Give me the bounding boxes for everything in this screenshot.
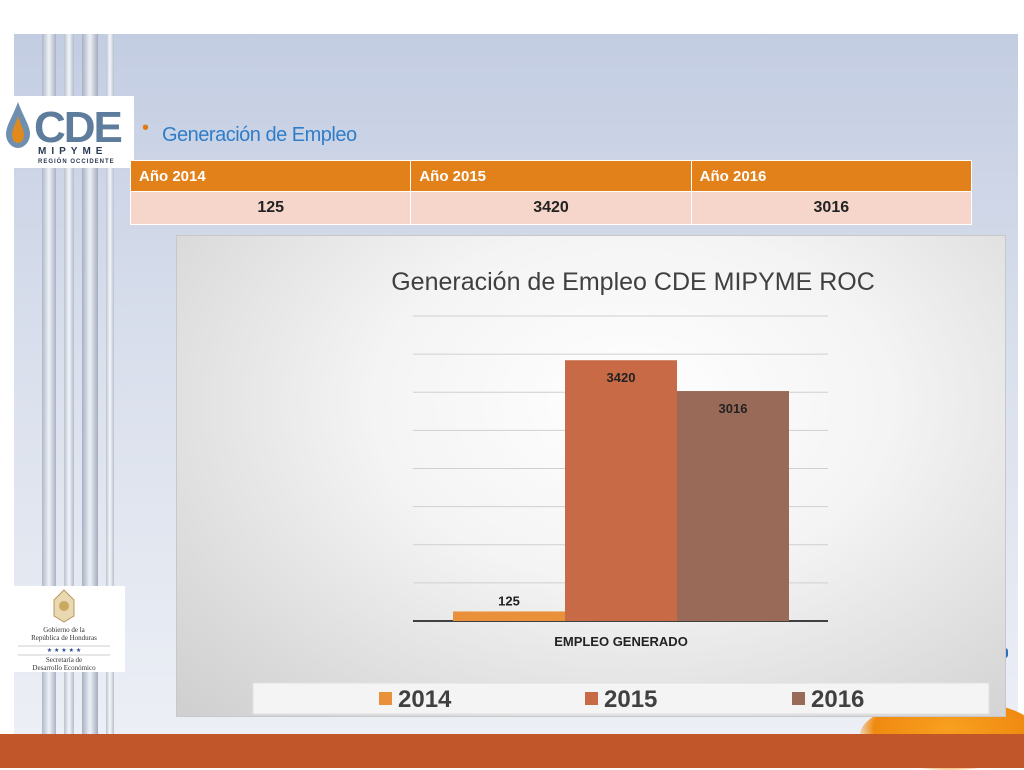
table-cell: 3420	[410, 191, 692, 225]
legend-swatch	[792, 692, 805, 705]
logo-region-text: REGIÓN OCCIDENTE	[38, 157, 115, 165]
table-cell: 125	[129, 191, 412, 225]
gov-stars: ★ ★ ★ ★ ★	[47, 647, 82, 654]
table-header-cell: Año 2014	[129, 160, 412, 192]
decor-stripe	[42, 34, 56, 734]
table-cell: 3016	[690, 191, 973, 225]
decor-stripe	[64, 34, 74, 734]
gov-line1: Gobierno de la	[43, 626, 85, 634]
x-tick-label: EMPLEO GENERADO	[554, 634, 688, 649]
coat-of-arms-icon	[53, 589, 75, 623]
gobierno-honduras-logo: Gobierno de la República de Honduras ★ ★…	[4, 586, 125, 672]
bullet-icon: •	[142, 117, 150, 139]
employment-table: Año 2014 Año 2015 Año 2016 125 3420 3016	[129, 160, 973, 225]
chart-container: Generación de Empleo CDE MIPYME ROC 125 34…	[176, 235, 1006, 717]
bar-2016	[677, 391, 789, 621]
table-row: 125 3420 3016	[129, 191, 973, 225]
data-label: 125	[498, 593, 520, 608]
decor-stripe	[106, 34, 114, 734]
gov-line2: República de Honduras	[31, 634, 97, 642]
table-header-row: Año 2014 Año 2015 Año 2016	[129, 160, 973, 192]
slide-title: Generación de Empleo	[162, 124, 357, 146]
legend-swatch	[585, 692, 598, 705]
gov-line4: Desarrollo Económico	[32, 664, 96, 672]
data-label: 3420	[607, 370, 636, 385]
legend-label: 2015	[604, 686, 657, 713]
left-margin	[0, 34, 14, 734]
legend-label: 2016	[811, 686, 864, 713]
drop-icon	[6, 102, 30, 148]
footer-bar	[0, 734, 1024, 768]
data-label: 3016	[719, 401, 748, 416]
chart-title: Generación de Empleo CDE MIPYME ROC	[391, 268, 875, 296]
legend-box	[252, 682, 990, 715]
right-margin	[1018, 34, 1024, 734]
bar-2014	[453, 611, 565, 621]
logo-mipyme-text: MIPYME	[38, 146, 107, 157]
legend-label: 2014	[398, 686, 452, 713]
bar-2015	[565, 360, 677, 621]
legend-swatch	[379, 692, 392, 705]
decor-stripe	[82, 34, 98, 734]
logo-cde-text: CDE	[34, 103, 122, 152]
table-header-cell: Año 2016	[690, 160, 973, 192]
bar-chart: Generación de Empleo CDE MIPYME ROC 125 34…	[252, 268, 990, 715]
cde-mipyme-logo: CDE MIPYME REGIÓN OCCIDENTE	[4, 96, 134, 168]
gov-line3: Secretaría de	[46, 656, 82, 664]
table-header-cell: Año 2015	[410, 160, 692, 192]
